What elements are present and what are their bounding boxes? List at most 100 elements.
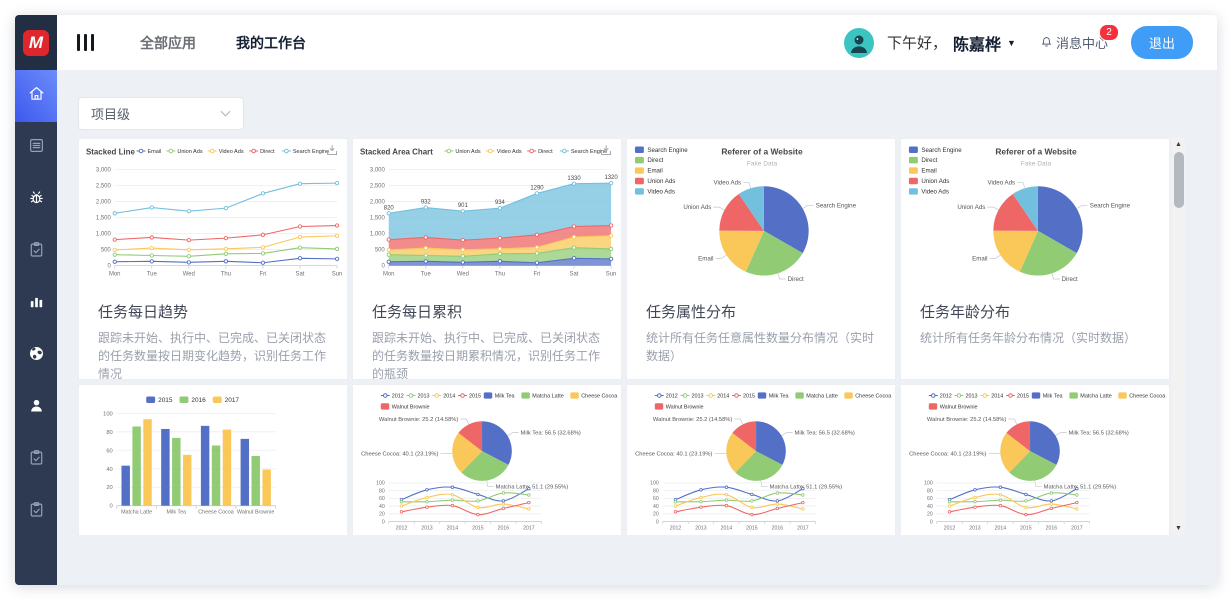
svg-text:Fri: Fri <box>259 272 266 278</box>
svg-text:2012: 2012 <box>396 525 408 531</box>
svg-text:2015: 2015 <box>1020 525 1032 531</box>
svg-text:1,000: 1,000 <box>96 232 112 238</box>
logout-button[interactable]: 退出 <box>1130 26 1193 59</box>
scroll-up-button[interactable]: ▲ <box>1172 138 1185 151</box>
svg-text:Cheese Cocoa: Cheese Cocoa <box>581 393 618 399</box>
globe-icon <box>27 344 46 368</box>
card-title: 任务每日趋势 <box>98 304 189 321</box>
nav-all-apps[interactable]: 全部应用 <box>140 34 196 51</box>
scope-select[interactable]: 项目级 <box>78 97 244 130</box>
main-content: 项目级 Stacked Line Email Union Ads Video Ads D… <box>57 70 1217 585</box>
svg-text:Email: Email <box>147 149 161 155</box>
scrollbar[interactable]: ▲ ▼ <box>1172 138 1185 535</box>
svg-text:Mon: Mon <box>109 272 121 278</box>
svg-text:Video Ads: Video Ads <box>647 188 675 195</box>
sidebar-item-bar-chart[interactable] <box>15 278 57 330</box>
chart-canvas: 2012 2013 2014 2015 Milk Tea Matcha Latte Chee… <box>909 392 1166 531</box>
svg-text:Email: Email <box>698 255 713 262</box>
avatar[interactable] <box>844 27 875 58</box>
nav-my-workspace[interactable]: 我的工作台 <box>236 34 306 51</box>
sidebar-item-user[interactable] <box>15 382 57 434</box>
svg-text:60: 60 <box>379 496 385 502</box>
collapse-menu-icon[interactable] <box>77 34 94 51</box>
svg-text:2015: 2015 <box>1017 393 1029 399</box>
scroll-down-button[interactable]: ▼ <box>1172 522 1185 535</box>
user-menu[interactable]: 下午好， 陈嘉桦 ▼ <box>887 31 1016 55</box>
dashboard-card[interactable]: Referer of a Website Fake Data Search Engi… <box>900 138 1170 380</box>
svg-text:2015: 2015 <box>743 393 755 399</box>
sidebar-item-document[interactable] <box>15 122 57 174</box>
svg-text:Direct: Direct <box>921 157 937 164</box>
greeting-prefix: 下午好， <box>887 35 948 52</box>
dashboard-card[interactable]: 2012 2013 2014 2015 Milk Tea Matcha Latte Chee… <box>626 384 896 535</box>
sidebar <box>15 70 57 585</box>
svg-text:1330: 1330 <box>567 176 581 182</box>
svg-text:932: 932 <box>421 200 431 206</box>
svg-text:Walnut Brownie: 25.2 (14.58%): Walnut Brownie: 25.2 (14.58%) <box>927 417 1006 423</box>
bell-icon <box>1041 37 1052 47</box>
svg-text:Wed: Wed <box>183 272 195 278</box>
header: M 全部应用 我的工作台 下午好， 陈嘉桦 ▼ <box>15 15 1217 70</box>
svg-text:2017: 2017 <box>523 525 535 531</box>
svg-text:2017: 2017 <box>797 525 809 531</box>
card-title: 任务每日累积 <box>372 304 463 321</box>
svg-text:Tue: Tue <box>147 272 158 278</box>
svg-text:Cheese Cocoa: Cheese Cocoa <box>198 510 233 516</box>
svg-text:Search Engine: Search Engine <box>816 203 857 210</box>
dashboard-card[interactable]: Stacked Area Chart Union Ads Video Ads Dire… <box>352 138 622 380</box>
message-center[interactable]: 消息中心 2 <box>1039 24 1119 52</box>
svg-text:Search Engine: Search Engine <box>1090 203 1131 210</box>
chart-share-dataset: 2012 2013 2014 2015 Milk Tea Matcha Latte Chee… <box>901 387 1169 535</box>
svg-text:Video Ads: Video Ads <box>988 179 1016 186</box>
sidebar-item-clipboard-check[interactable] <box>15 226 57 278</box>
svg-text:40: 40 <box>106 467 112 473</box>
svg-text:1,000: 1,000 <box>370 232 386 238</box>
svg-text:Direct: Direct <box>260 149 275 155</box>
svg-text:Walnut Brownie: Walnut Brownie <box>666 404 704 410</box>
svg-text:Email: Email <box>921 168 936 175</box>
logo-m: M <box>23 29 49 56</box>
svg-text:901: 901 <box>458 203 469 209</box>
svg-text:80: 80 <box>379 488 385 494</box>
sidebar-item-home[interactable] <box>15 70 57 122</box>
header-right: 下午好， 陈嘉桦 ▼ 消息中心 2 退出 <box>844 24 1193 59</box>
chart-share-dataset: 2012 2013 2014 2015 Milk Tea Matcha Latte Chee… <box>627 387 895 535</box>
svg-text:2014: 2014 <box>443 393 455 399</box>
dashboard-card[interactable]: 2015 2016 2017 0 20 40 60 80 100 Matcha Latte Milk… <box>78 384 348 535</box>
sidebar-item-bug[interactable] <box>15 174 57 226</box>
svg-text:Walnut Brownie: Walnut Brownie <box>392 404 430 410</box>
svg-text:Thu: Thu <box>495 272 505 278</box>
svg-text:100: 100 <box>376 481 385 487</box>
sidebar-item-globe[interactable] <box>15 330 57 382</box>
svg-text:Mon: Mon <box>383 272 395 278</box>
svg-text:Tue: Tue <box>421 272 432 278</box>
sidebar-item-clipboard-check[interactable] <box>15 434 57 486</box>
dashboard-card[interactable]: Stacked Line Email Union Ads Video Ads Direc… <box>78 138 348 380</box>
svg-text:Milk Tea: 56.5 (32.68%): Milk Tea: 56.5 (32.68%) <box>521 431 581 437</box>
dashboard-card[interactable]: 2012 2013 2014 2015 Milk Tea Matcha Latte Chee… <box>352 384 622 535</box>
svg-text:Milk Tea: 56.5 (32.68%): Milk Tea: 56.5 (32.68%) <box>795 431 855 437</box>
svg-text:2014: 2014 <box>717 393 729 399</box>
svg-text:Cheese Cocoa: 40.1 (23.19%): Cheese Cocoa: 40.1 (23.19%) <box>635 452 712 458</box>
svg-text:0: 0 <box>930 519 933 525</box>
svg-text:2012: 2012 <box>392 393 404 399</box>
logo[interactable]: M <box>15 15 57 70</box>
scrollbar-thumb[interactable] <box>1173 152 1184 208</box>
sidebar-item-clipboard-check[interactable] <box>15 486 57 538</box>
svg-text:820: 820 <box>384 205 395 211</box>
svg-text:2016: 2016 <box>1046 525 1058 531</box>
dashboard-card[interactable]: 2012 2013 2014 2015 Milk Tea Matcha Latte Chee… <box>900 384 1170 535</box>
chart-canvas: Stacked Line Email Union Ads Video Ads Direc… <box>86 145 342 278</box>
home-icon <box>27 84 46 108</box>
chart-canvas: Referer of a Website Fake Data Search Engi… <box>908 146 1131 283</box>
card-description: 统计所有任务年龄分布情况（实时数据） <box>920 331 1137 345</box>
user-icon <box>27 396 46 420</box>
svg-text:Matcha Latte: Matcha Latte <box>1080 393 1111 399</box>
svg-text:Walnut Brownie: Walnut Brownie <box>237 510 274 516</box>
svg-text:Union Ads: Union Ads <box>921 178 949 185</box>
clipboard-check-icon <box>27 240 46 264</box>
svg-text:Milk Tea: 56.5 (32.68%): Milk Tea: 56.5 (32.68%) <box>1069 431 1129 437</box>
svg-text:100: 100 <box>924 481 933 487</box>
dashboard-card[interactable]: Referer of a Website Fake Data Search Engi… <box>626 138 896 380</box>
svg-text:Search Engine: Search Engine <box>647 147 688 154</box>
